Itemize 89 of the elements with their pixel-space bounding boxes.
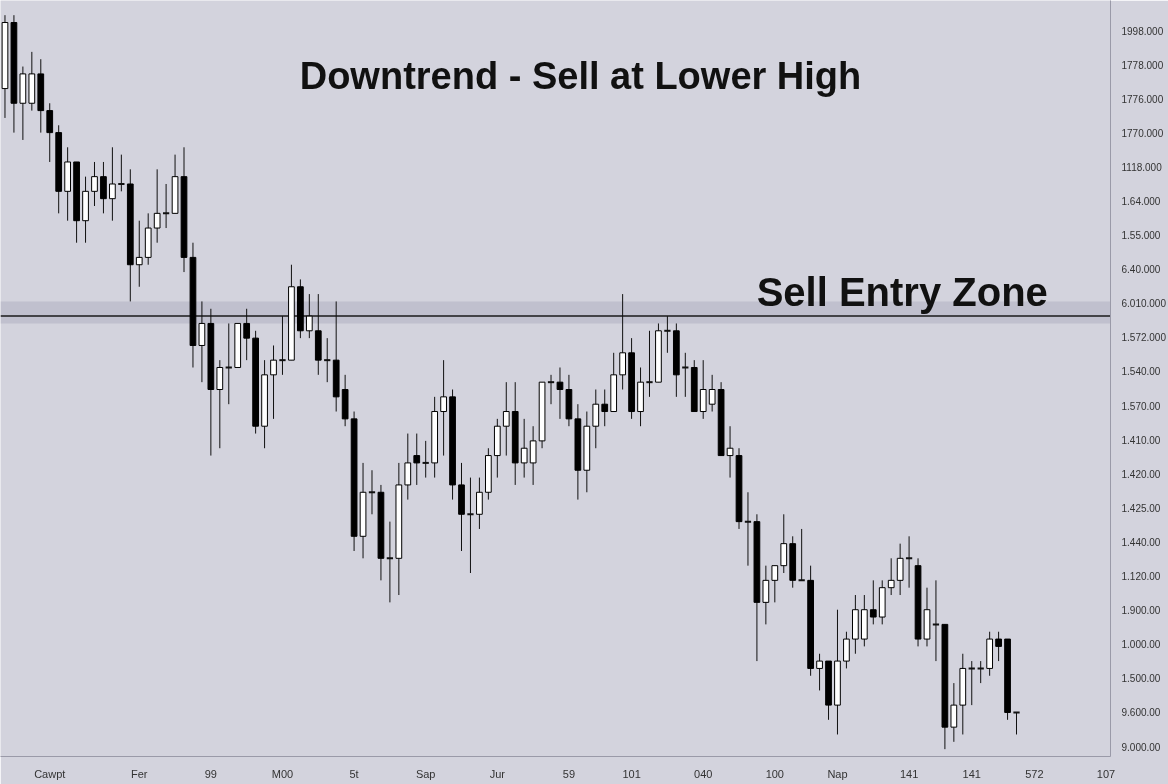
candlestick [904, 535, 914, 589]
text: 9.600.00 [1121, 707, 1161, 719]
text: 1.425.00 [1121, 502, 1161, 514]
candlestick [681, 352, 690, 398]
x-tick-label: 100 [765, 767, 784, 780]
candlestick [46, 102, 54, 163]
candlestick [771, 565, 779, 603]
candlestick [816, 653, 823, 691]
candlestick [161, 183, 171, 229]
candlestick [556, 366, 564, 420]
candlestick [476, 477, 483, 530]
candlestick [601, 389, 609, 427]
x-tick-label: Nap [827, 767, 848, 780]
x-tick-label: 99 [204, 767, 217, 780]
candlestick [995, 631, 1002, 662]
x-tick-label: Sap [415, 767, 436, 780]
candlestick [466, 477, 475, 574]
text: 1.440.00 [1121, 536, 1161, 548]
x-tick-label: 141 [962, 767, 981, 780]
candlestick [967, 660, 976, 706]
candlestick [404, 433, 412, 501]
candlestick [950, 682, 958, 743]
text: Downtrend - Sell at Lower High [299, 54, 862, 97]
candlestick [843, 631, 850, 669]
candlestick [135, 220, 143, 288]
candlestick [323, 337, 332, 383]
candlestick [726, 425, 734, 479]
candlestick [645, 330, 654, 398]
text: 1.570.00 [1121, 400, 1161, 412]
candlestick [708, 374, 716, 413]
text: 1998.000 [1121, 25, 1164, 37]
x-tick-label: 040 [694, 767, 713, 780]
candlestick [762, 565, 770, 625]
candlestick [270, 344, 277, 420]
candlestick [413, 433, 421, 486]
x-tick-label: Cawpt [34, 767, 66, 780]
candlestick [546, 374, 556, 405]
text: 9.000.00 [1121, 741, 1161, 753]
candlestick [887, 557, 895, 596]
x-tick-label: 59 [562, 767, 576, 780]
candlestick [153, 168, 161, 244]
candlestick [520, 418, 528, 479]
candlestick [109, 146, 116, 222]
candlestick [421, 440, 430, 479]
candlestick [216, 359, 224, 449]
text: 6.010.000 [1121, 298, 1167, 310]
text: 1.540.00 [1121, 366, 1161, 378]
x-tick-label: 572 [1025, 767, 1044, 780]
text: 1.572.000 [1121, 332, 1167, 344]
x-tick-label: Jur [489, 767, 506, 780]
candlestick [931, 579, 941, 662]
candlestick [743, 491, 753, 567]
x-tick-label: Fer [131, 767, 148, 780]
ref-line-label: Sell Entry Zone [756, 270, 1048, 315]
candlestick [896, 543, 904, 596]
text: 6.40.000 [1121, 264, 1161, 276]
x-tick-label: M00 [271, 767, 294, 780]
text: 1.120.00 [1121, 571, 1161, 583]
candlestick [117, 154, 126, 192]
candlestick [1012, 711, 1021, 735]
candlestick [699, 359, 707, 420]
candlestick [440, 359, 447, 457]
x-tick-label: 5t [349, 767, 359, 780]
candlestick [502, 381, 510, 457]
candlestick [100, 161, 107, 214]
text: 1.000.00 [1121, 639, 1161, 651]
candlestick [797, 528, 806, 582]
candlestick [367, 469, 377, 515]
x-tick-label: 101 [622, 767, 641, 780]
candlestick [780, 513, 788, 574]
candlestick [385, 521, 395, 603]
text: 1776.000 [1121, 93, 1164, 105]
text: 1.55.000 [1121, 230, 1161, 242]
candlestick [869, 579, 877, 625]
candlestick [224, 322, 233, 405]
candlestick [592, 389, 600, 449]
x-tick-label: 141 [899, 767, 919, 780]
text: 1.64.000 [1121, 195, 1161, 207]
x-tick-label: 107 [1096, 767, 1116, 780]
text: 1.500.00 [1121, 673, 1161, 685]
text: 1.410.00 [1121, 434, 1161, 446]
text: 1118.000 [1121, 161, 1163, 173]
text: 1778.000 [1121, 59, 1164, 71]
candlestick [976, 660, 985, 684]
candlestick [529, 425, 537, 486]
text: 1770.000 [1121, 127, 1164, 139]
candlestick [91, 161, 98, 207]
text: 1.900.00 [1121, 605, 1161, 617]
text: 1.420.00 [1121, 468, 1161, 480]
